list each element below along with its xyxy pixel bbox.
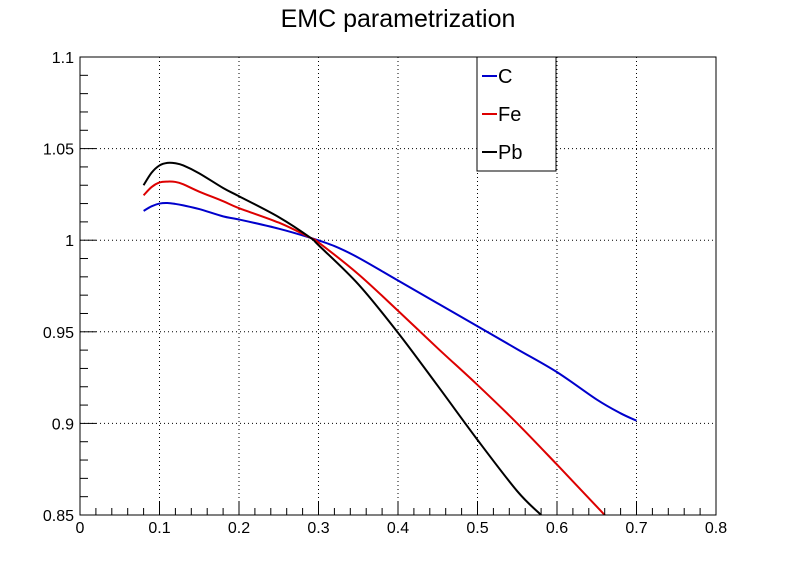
- chart-title: EMC parametrization: [281, 5, 516, 33]
- x-tick-label: 0: [76, 520, 85, 537]
- grid: [80, 57, 716, 515]
- y-tick-label: 1.05: [43, 142, 74, 159]
- x-tick-label: 0.5: [466, 520, 488, 537]
- y-tick-label: 0.95: [43, 325, 74, 342]
- y-tick-label: 0.85: [43, 508, 74, 525]
- series-line-fe: [142, 180, 606, 515]
- legend-label-pb: Pb: [498, 142, 522, 164]
- y-axis: 0.85 0.9 0.95 1 1.05 1.1: [43, 50, 96, 525]
- y-tick-label: 1.1: [52, 50, 74, 67]
- series-lines: [142, 161, 637, 515]
- x-tick-label: 0.7: [625, 520, 647, 537]
- y-tick-label: 0.9: [52, 416, 74, 433]
- legend: C Fe Pb: [476, 56, 557, 172]
- series-line-c: [143, 201, 637, 422]
- legend-label-fe: Fe: [498, 104, 521, 126]
- x-axis: 0 0.1 0.2 0.3 0.4 0.5 0.6 0.7 0.8: [76, 501, 727, 537]
- x-tick-label: 0.4: [387, 520, 409, 537]
- y-tick-label: 1: [65, 233, 74, 250]
- x-tick-label: 0.8: [705, 520, 727, 537]
- x-tick-label: 0.3: [307, 520, 329, 537]
- legend-label-c: C: [498, 66, 512, 88]
- x-tick-label: 0.6: [546, 520, 568, 537]
- series-line-pb: [142, 161, 542, 515]
- x-tick-label: 0.1: [148, 520, 170, 537]
- x-tick-label: 0.2: [228, 520, 250, 537]
